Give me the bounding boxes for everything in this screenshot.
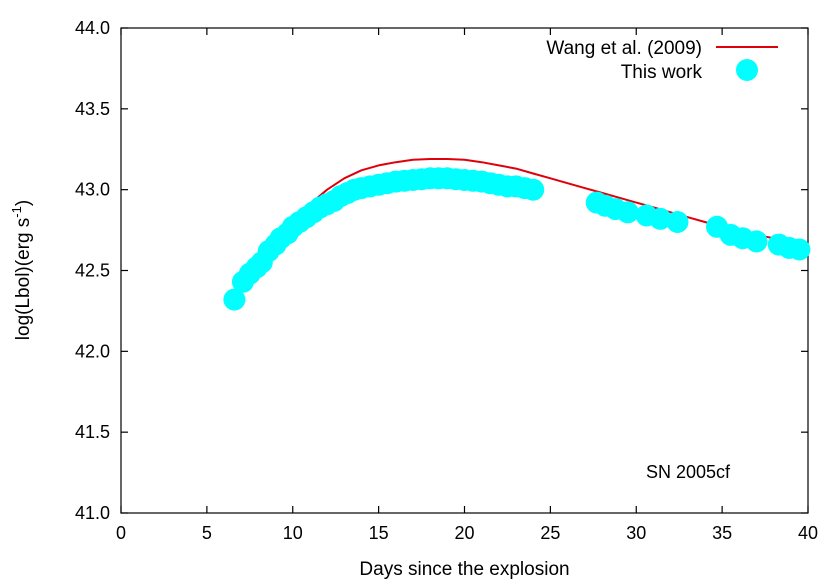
ticks-layer: 0 5 10 15 20 25 30 35 40 41.0 41.5 42.0 42.5 43.0 43.5…: [75, 18, 818, 543]
y-tick-label: 42.0: [75, 341, 110, 361]
data-point-this-work: [649, 207, 672, 230]
data-point-this-work: [745, 230, 768, 253]
x-tick-label: 15: [369, 523, 389, 543]
x-tick-label: 20: [454, 523, 474, 543]
x-tick-label: 25: [540, 523, 560, 543]
legend-swatch-this-work: [736, 59, 758, 81]
legend-label-wang: Wang et al. (2009): [546, 38, 702, 59]
data-point-this-work: [666, 211, 689, 233]
data-point-this-work: [223, 288, 246, 311]
x-tick-label: 10: [283, 523, 303, 543]
x-tick-label: 35: [712, 523, 732, 543]
y-tick-label: 41.0: [75, 503, 110, 523]
y-tick-label: 43.5: [75, 99, 110, 119]
legend: Wang et al. (2009) This work: [546, 38, 778, 83]
data-point-this-work: [522, 178, 545, 201]
data-point-this-work: [616, 201, 639, 224]
x-axis-title: Days since the explosion: [359, 559, 569, 580]
points-layer: [223, 167, 811, 311]
y-tick-label: 42.5: [75, 261, 110, 281]
y-axis-title-close: ): [13, 200, 34, 206]
y-axis-title: log(Lbol)(erg s-1): [9, 200, 34, 340]
x-tick-label: 40: [798, 523, 818, 543]
y-axis-title-main: log(Lbol)(erg s: [13, 218, 34, 341]
x-tick-label: 30: [626, 523, 646, 543]
data-point-this-work: [788, 238, 811, 261]
y-axis-title-sup: -1: [9, 206, 24, 218]
x-tick-label: 5: [202, 523, 212, 543]
x-tick-label: 0: [116, 523, 126, 543]
annotation-sn2005cf: SN 2005cf: [646, 462, 731, 482]
y-tick-label: 44.0: [75, 18, 110, 38]
y-tick-label: 43.0: [75, 180, 110, 200]
plot-frame: [120, 27, 809, 514]
legend-label-this-work: This work: [621, 62, 703, 83]
y-tick-label: 41.5: [75, 422, 110, 442]
